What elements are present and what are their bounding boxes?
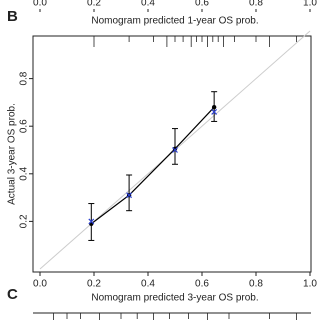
y-axis-label: Actual 3-year OS prob. — [7, 103, 18, 205]
x-tick-label: 0.6 — [195, 279, 209, 290]
x-axis-label: Nomogram predicted 1-year OS prob. — [91, 16, 258, 27]
y-tick-label: 0.2 — [19, 214, 30, 228]
predicted-mark — [88, 218, 95, 225]
x-tick-label: 0.0 — [33, 0, 47, 9]
observed-point — [211, 104, 217, 110]
predicted-mark — [172, 147, 178, 153]
x-tick-label: 0.0 — [33, 279, 47, 290]
y-tick-label: 0.8 — [19, 71, 30, 85]
predicted-mark — [211, 108, 218, 115]
x-tick-label: 0.2 — [87, 0, 101, 9]
x-tick-label: 0.6 — [195, 0, 209, 9]
x-tick-label: 0.4 — [141, 0, 155, 9]
plot-frame — [32, 35, 312, 273]
x-tick-label: 0.4 — [141, 279, 155, 290]
x-tick-label: 0.8 — [249, 0, 263, 9]
y-tick-label: 0.4 — [19, 166, 30, 180]
calibration-line — [90, 106, 215, 225]
panel-label: B — [7, 8, 18, 25]
y-tick-label: 0.6 — [19, 119, 30, 133]
predicted-mark — [126, 192, 133, 199]
x-axis-label: Nomogram predicted 3-year OS prob. — [91, 293, 258, 304]
observed-point — [172, 146, 178, 152]
x-tick-label: 0.2 — [87, 279, 101, 290]
x-tick-label: 1.0 — [303, 0, 317, 9]
x-tick-label: 1.0 — [303, 279, 317, 290]
panel-label: C — [7, 286, 18, 303]
x-tick-label: 0.8 — [249, 279, 263, 290]
